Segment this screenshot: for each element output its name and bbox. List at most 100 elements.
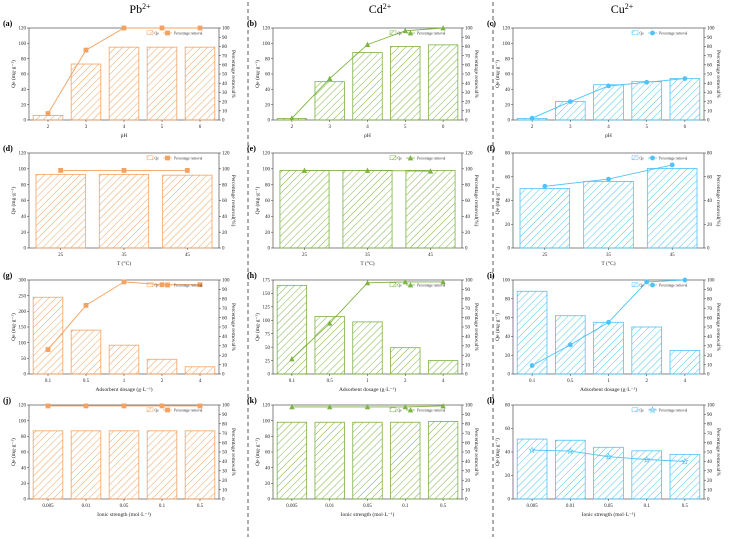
y-tick-label: 200: [19, 310, 27, 315]
y2-tick-label: 50: [222, 326, 228, 331]
bar: [352, 52, 383, 121]
y2-axis-label: Percentage removal(%): [230, 175, 237, 227]
legend-entry: Qe: [398, 31, 403, 35]
line-point: [644, 279, 650, 285]
y-tick-label: 120: [263, 152, 271, 157]
y2-tick-label: 90: [707, 413, 713, 418]
chart-panel-b: (b) 0 20 40 60 80 100 120 0 10 20 30 40 50 60 70 80 90 100…: [247, 19, 479, 139]
y2-tick-label: 70: [465, 54, 471, 59]
y2-tick-label: 60: [707, 316, 713, 321]
y2-tick-label: 50: [465, 326, 471, 331]
chart-panel-f: (f) 0 20 40 60 80 0 20 40 60 80 25 35 45 T (°C) Qe (mg·…: [487, 144, 722, 267]
y2-tick-label: 80: [222, 423, 228, 428]
x-tick-label: 0.5: [682, 504, 689, 509]
y2-tick-label: 0: [465, 373, 468, 378]
y-tick-label: 75: [265, 332, 271, 337]
bar: [519, 188, 571, 249]
bar: [342, 170, 393, 249]
line-point: [165, 155, 170, 161]
x-tick-label: 0.1: [45, 379, 52, 384]
y2-tick-label: 100: [222, 168, 230, 173]
y-tick-label: 60: [21, 199, 27, 204]
chart-panel-h: (h) 0 25 50 75 100 125 150 175 0 10 20 30 40 50 60 70 80 9…: [247, 271, 479, 393]
bar: [279, 170, 330, 249]
y2-tick-label: 20: [465, 479, 471, 484]
x-tick-label: 0.005: [286, 504, 298, 509]
line-point: [606, 83, 611, 89]
legend-entry: Percentage removal: [417, 408, 445, 412]
y-tick-label: 0: [268, 373, 271, 378]
line-point: [165, 407, 170, 413]
y-tick-label: 80: [21, 57, 27, 62]
y2-tick-label: 70: [707, 432, 713, 437]
y-axis-label: Qe (mg·g⁻¹): [10, 60, 17, 88]
y-tick-label: 120: [19, 404, 27, 409]
y-tick-label: 20: [21, 231, 27, 236]
bar: [405, 170, 456, 249]
line-point: [644, 79, 650, 85]
x-tick-label: 0.005: [42, 504, 54, 509]
x-tick-label: 1: [366, 379, 369, 384]
y-tick-label: 0: [24, 498, 27, 503]
bar: [669, 453, 701, 500]
panel-label: (b): [247, 19, 257, 28]
x-tick-label: 3: [569, 125, 572, 130]
line-point: [402, 278, 408, 285]
y2-tick-label: 80: [707, 152, 713, 157]
legend-swatch-bar: [389, 282, 397, 288]
panel-label: (a): [3, 19, 13, 28]
legend-swatch-bar: [146, 155, 154, 161]
line-point: [542, 183, 548, 189]
y-tick-label: 20: [265, 231, 271, 236]
y2-tick-label: 60: [465, 441, 471, 446]
y-tick-label: 120: [19, 27, 27, 32]
y-tick-label: 60: [265, 451, 271, 456]
line-point: [682, 277, 688, 283]
y2-tick-label: 30: [465, 345, 471, 350]
line-point: [364, 167, 371, 173]
bar: [108, 46, 140, 121]
y2-tick-label: 50: [222, 73, 228, 78]
y-axis-label: Qe (mg·g⁻¹): [10, 187, 17, 215]
y2-axis-label: Percentage removal(%): [473, 175, 480, 227]
y2-tick-label: 0: [222, 247, 225, 252]
y2-tick-label: 40: [222, 460, 228, 465]
x-axis-label: Ionic strength (mol·L⁻¹): [341, 511, 395, 518]
line-point: [567, 342, 573, 348]
y2-tick-label: 20: [465, 354, 471, 359]
y2-tick-label: 40: [222, 335, 228, 340]
y-tick-label: 80: [265, 183, 271, 188]
y2-tick-label: 100: [222, 404, 230, 409]
line-point: [566, 447, 574, 455]
y2-tick-label: 40: [465, 460, 471, 465]
x-tick-label: 0.05: [120, 504, 129, 509]
x-tick-label: 4: [442, 379, 445, 384]
x-tick-label: 0.005: [526, 504, 538, 509]
y2-tick-label: 40: [222, 82, 228, 87]
bar: [70, 329, 102, 375]
bar: [427, 421, 459, 500]
y2-tick-label: 80: [707, 423, 713, 428]
legend-swatch-bar: [631, 155, 639, 161]
line-point: [648, 406, 657, 414]
panel-label: (d): [3, 144, 13, 153]
legend-entry: Percentage removal: [659, 156, 687, 160]
y2-tick-label: 70: [465, 432, 471, 437]
y2-tick-label: 30: [465, 91, 471, 96]
y2-tick-label: 0: [707, 119, 710, 124]
chart-panel-a: (a) 0 20 40 60 80 100 120 0 10 20 30 40 50 60 70 80 90 100…: [3, 19, 236, 139]
y2-tick-label: 10: [465, 110, 471, 115]
y-tick-label: 40: [21, 466, 27, 471]
y-tick-label: 0: [268, 119, 271, 124]
line-point: [364, 41, 371, 47]
line-point: [165, 30, 170, 36]
legend-entry: Percentage removal: [174, 156, 202, 160]
y2-tick-label: 40: [465, 335, 471, 340]
legend-entry: Percentage removal: [417, 283, 445, 287]
y2-tick-label: 120: [465, 152, 473, 157]
bar: [669, 350, 701, 375]
line-point: [440, 278, 446, 285]
y2-tick-label: 80: [465, 298, 471, 303]
y-tick-label: 20: [265, 482, 271, 487]
